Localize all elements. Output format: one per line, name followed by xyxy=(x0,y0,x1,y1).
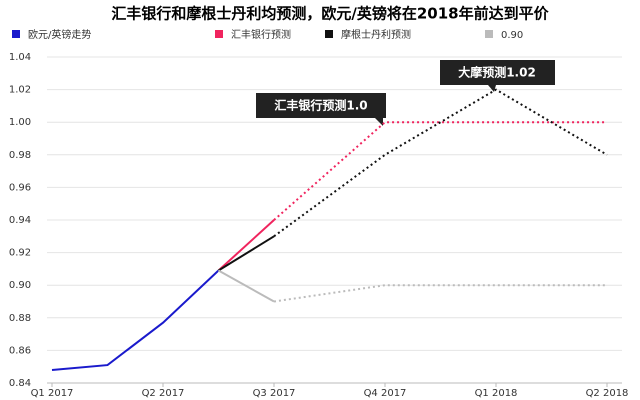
legend-label: 0.90 xyxy=(501,30,523,41)
y-tick-label: 0.96 xyxy=(9,182,31,193)
series-line xyxy=(51,269,220,371)
chart-title: 汇丰银行和摩根士丹利均预测，欧元/英镑将在2018年前达到平价 xyxy=(111,5,549,23)
x-tick-label: Q3 2017 xyxy=(253,388,296,399)
legend-marker xyxy=(215,30,223,38)
annotation-text: 大摩预测1.02 xyxy=(458,65,536,80)
legend-label: 欧元/英镑走势 xyxy=(28,28,91,41)
y-tick-label: 0.92 xyxy=(9,248,31,259)
x-tick-label: Q2 2018 xyxy=(586,388,629,399)
series-line xyxy=(218,269,275,303)
annotation-text: 汇丰银行预测1.0 xyxy=(274,98,367,113)
series-line xyxy=(273,284,607,303)
legend-marker xyxy=(485,30,493,38)
annotation-box xyxy=(256,93,386,118)
annotation-pointer xyxy=(488,85,496,92)
series-line xyxy=(217,219,275,272)
annotation-hsbc: 汇丰银行预测1.0 xyxy=(256,93,386,126)
legend-marker xyxy=(325,30,333,38)
x-tick-label: Q1 2017 xyxy=(31,388,74,399)
annotation-box xyxy=(440,60,555,85)
series-line xyxy=(273,88,608,238)
y-tick-label: 0.88 xyxy=(9,313,31,324)
x-tick-label: Q4 2017 xyxy=(364,388,407,399)
y-tick-label: 0.86 xyxy=(9,345,31,356)
y-tick-label: 0.98 xyxy=(9,150,31,161)
annotation-ms: 大摩预测1.02 xyxy=(440,60,555,92)
x-tick-label: Q1 2018 xyxy=(475,388,518,399)
y-tick-label: 1.02 xyxy=(9,85,31,96)
legend-label: 摩根士丹利预测 xyxy=(341,28,411,41)
series-line xyxy=(273,121,607,221)
legend-marker xyxy=(12,30,20,38)
y-tick-label: 1.04 xyxy=(9,52,31,63)
annotation-pointer xyxy=(375,118,383,126)
x-tick-label: Q2 2017 xyxy=(142,388,185,399)
series-line xyxy=(217,235,275,272)
y-tick-label: 0.94 xyxy=(9,215,31,226)
y-tick-label: 0.90 xyxy=(9,280,31,291)
y-tick-label: 1.00 xyxy=(9,117,31,128)
y-tick-label: 0.84 xyxy=(9,378,31,389)
legend-label: 汇丰银行预测 xyxy=(231,28,291,41)
